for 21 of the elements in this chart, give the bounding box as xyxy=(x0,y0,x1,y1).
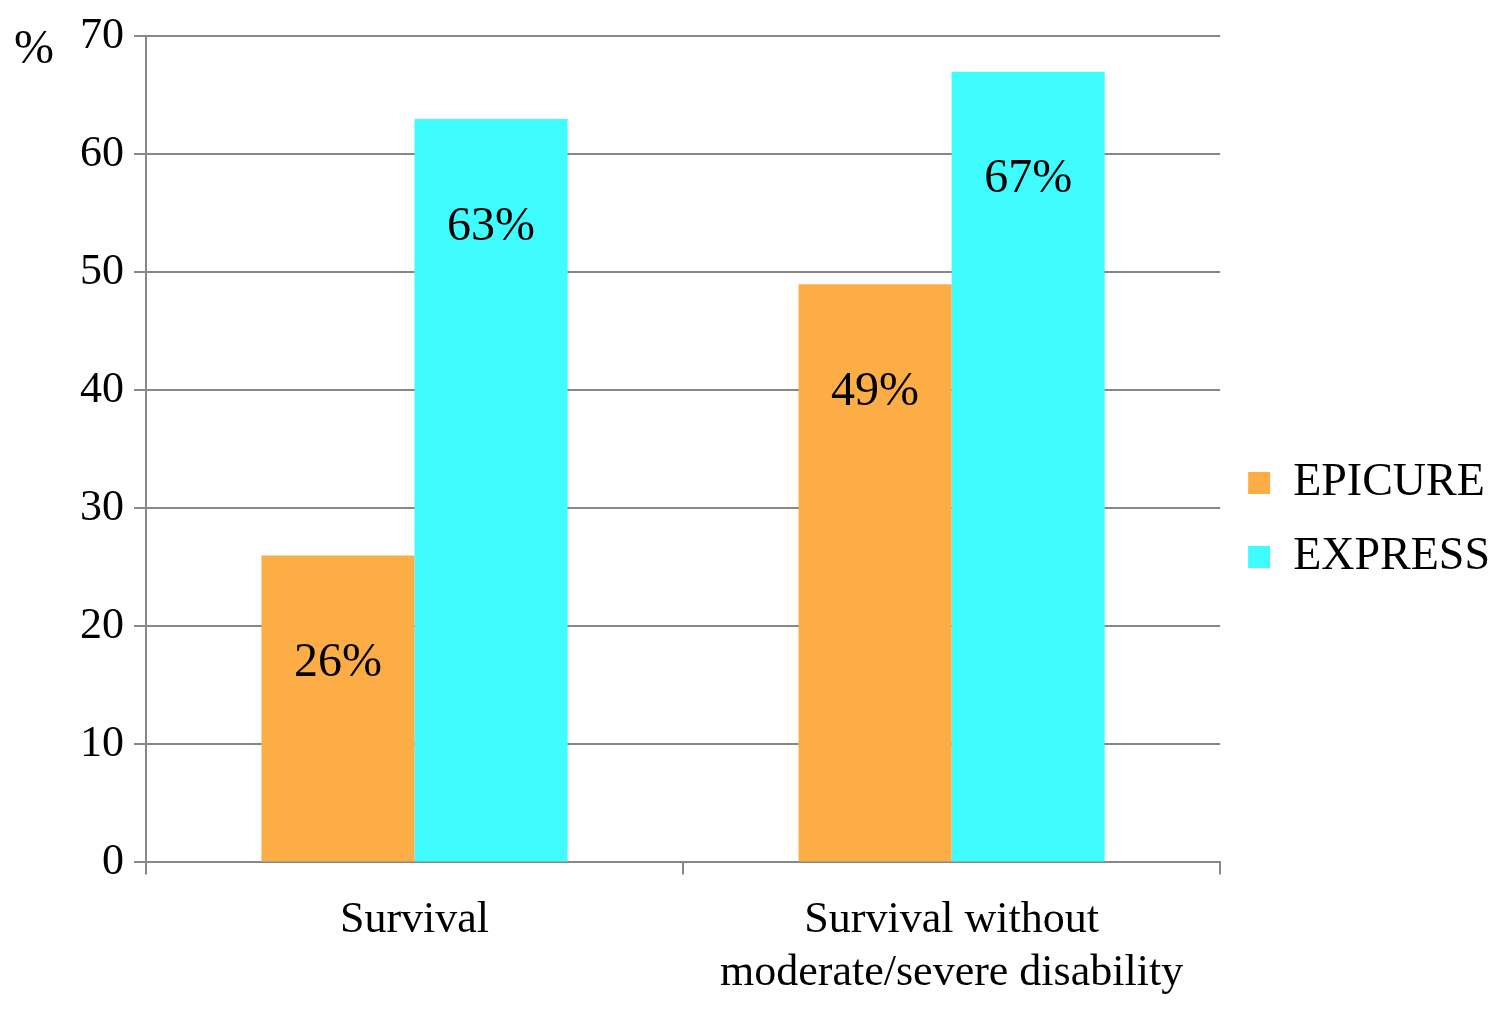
y-tick-label: 50 xyxy=(80,244,124,294)
bar xyxy=(414,119,568,862)
legend-label: EXPRESS xyxy=(1293,528,1491,580)
y-tick-label: 20 xyxy=(80,598,124,648)
y-tick-label: 70 xyxy=(80,8,124,58)
y-tick-label: 60 xyxy=(80,126,124,176)
data-label: 63% xyxy=(447,196,536,250)
data-label: 67% xyxy=(984,149,1073,203)
bar xyxy=(798,284,952,862)
y-tick-label: 10 xyxy=(80,716,124,766)
bar xyxy=(261,555,415,862)
y-tick-label: 30 xyxy=(80,480,124,530)
y-axis-title: % xyxy=(14,19,54,73)
data-label: 26% xyxy=(294,633,382,687)
x-tick-label: Survival xyxy=(339,893,490,943)
data-label: 49% xyxy=(831,361,920,415)
y-tick-label: 40 xyxy=(80,362,124,412)
x-tick-label: Survival without moderate/severe disability xyxy=(720,893,1184,996)
bar xyxy=(951,71,1105,862)
y-tick-label: 0 xyxy=(102,834,124,884)
legend-label: EPICURE xyxy=(1293,454,1485,506)
